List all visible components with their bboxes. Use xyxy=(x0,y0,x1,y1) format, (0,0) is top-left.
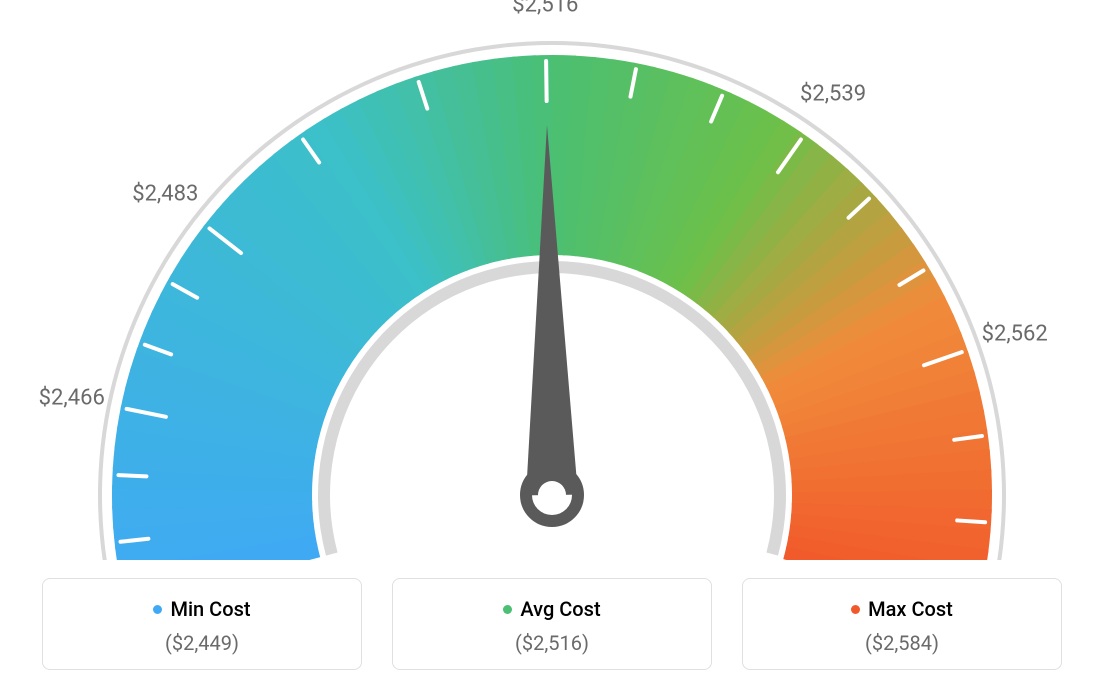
gauge-tick-label: $2,539 xyxy=(800,81,866,106)
gauge-chart: $2,449$2,466$2,483$2,516$2,539$2,562$2,5… xyxy=(0,0,1104,560)
card-avg-title-row: Avg Cost xyxy=(503,597,600,621)
card-min-title: Min Cost xyxy=(170,597,250,621)
gauge-tick-label: $2,466 xyxy=(39,385,105,410)
card-avg-title: Avg Cost xyxy=(520,597,600,621)
card-min-value: ($2,449) xyxy=(53,631,351,655)
dot-icon xyxy=(851,605,860,614)
dot-icon xyxy=(153,605,162,614)
card-max-title-row: Max Cost xyxy=(851,597,953,621)
gauge-tick-label: $2,483 xyxy=(132,182,198,207)
gauge-tick-label: $2,516 xyxy=(512,0,578,18)
card-min-cost: Min Cost ($2,449) xyxy=(42,578,362,670)
dot-icon xyxy=(503,605,512,614)
card-avg-value: ($2,516) xyxy=(403,631,701,655)
gauge-svg xyxy=(0,0,1104,560)
legend-cards: Min Cost ($2,449) Avg Cost ($2,516) Max … xyxy=(0,578,1104,670)
gauge-tick-label: $2,562 xyxy=(982,321,1048,346)
card-max-value: ($2,584) xyxy=(753,631,1051,655)
card-max-title: Max Cost xyxy=(868,597,953,621)
card-avg-cost: Avg Cost ($2,516) xyxy=(392,578,712,670)
card-max-cost: Max Cost ($2,584) xyxy=(742,578,1062,670)
card-min-title-row: Min Cost xyxy=(153,597,250,621)
